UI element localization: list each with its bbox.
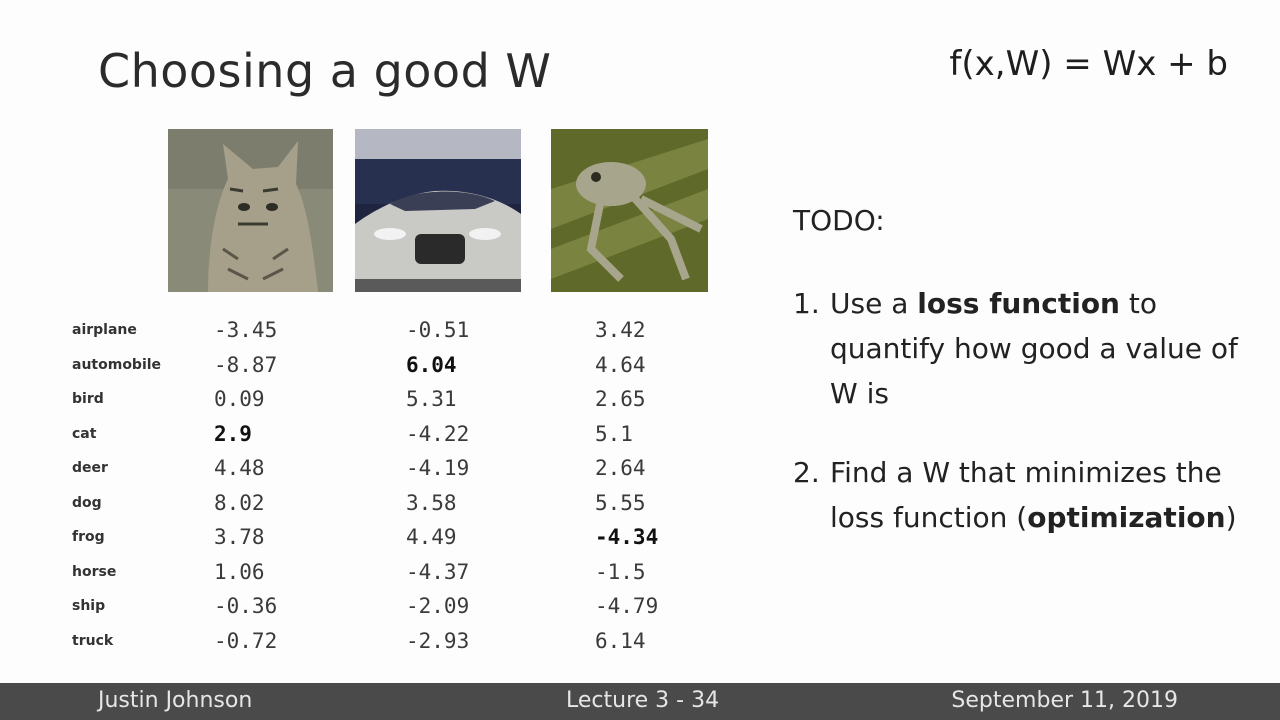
class-label: frog [72, 529, 105, 545]
score-cell: 0.09 [214, 387, 265, 411]
frog-image [551, 129, 708, 292]
score-cell: 3.42 [595, 318, 646, 342]
cat-scores-column: -3.45 -8.87 0.09 2.9 4.48 8.02 3.78 1.06… [214, 318, 277, 663]
score-cell: 6.04 [406, 352, 457, 377]
score-cell: -2.93 [406, 628, 470, 653]
score-cell: -2.09 [406, 594, 470, 618]
class-label: dog [72, 494, 102, 511]
footer-bar: Justin Johnson Lecture 3 - 34 September … [0, 683, 1280, 720]
footer-lecture: Lecture 3 - 34 [566, 688, 720, 713]
todo-text: to quantify how good a value of W is [830, 287, 1238, 410]
class-labels: airplane automobile bird cat deer dog fr… [72, 320, 161, 665]
score-cell: 4.49 [406, 525, 457, 549]
todo-text: ) [1225, 501, 1237, 534]
score-cell: -0.51 [406, 318, 470, 342]
class-label: cat [72, 425, 97, 442]
class-label: truck [72, 632, 114, 649]
score-cell: 3.78 [214, 525, 265, 549]
slide-title: Choosing a good W [98, 44, 552, 98]
footer-date: September 11, 2019 [951, 688, 1178, 713]
score-cell: 4.48 [214, 456, 265, 480]
score-cell: -4.37 [406, 559, 470, 584]
score-cell: -1.5 [595, 559, 646, 584]
cat-image [168, 129, 333, 292]
car-scores-column: -0.51 6.04 5.31 -4.22 -4.19 3.58 4.49 -4… [406, 318, 469, 663]
score-cell: 4.64 [595, 352, 646, 377]
score-cell: 5.31 [406, 387, 457, 411]
frog-scores-column: 3.42 4.64 2.65 5.1 2.64 5.55 -4.34 -1.5 … [595, 318, 658, 663]
score-cell: 3.58 [406, 490, 457, 515]
score-cell: -4.19 [406, 456, 470, 480]
class-label: automobile [72, 356, 162, 373]
score-cell: -4.34 [595, 525, 659, 549]
todo-bold-text: optimization [1027, 501, 1226, 534]
score-cell: 2.9 [214, 421, 252, 446]
todo-bold-text: loss function [917, 287, 1120, 320]
class-label: bird [72, 391, 104, 407]
score-cell: -0.36 [214, 594, 278, 618]
score-cell: 8.02 [214, 490, 265, 515]
todo-text: Find a W that minimizes the loss functio… [830, 456, 1222, 534]
score-cell: -3.45 [214, 318, 278, 342]
score-cell: -0.72 [214, 628, 278, 653]
score-cell: 1.06 [214, 559, 265, 584]
todo-item-1: 1. Use a loss function to quantify how g… [793, 281, 1250, 416]
score-cell: 5.1 [595, 421, 633, 446]
score-cell: 2.65 [595, 387, 646, 411]
score-cell: -8.87 [214, 352, 278, 377]
score-cell: 5.55 [595, 490, 646, 515]
class-label: airplane [72, 322, 137, 338]
score-cell: -4.79 [595, 594, 659, 618]
score-cell: 6.14 [595, 628, 646, 653]
todo-panel: TODO: 1. Use a loss function to quantify… [793, 198, 1250, 574]
todo-text: Use a [830, 287, 918, 320]
class-label: ship [72, 598, 106, 614]
class-label: horse [72, 563, 117, 580]
slide: Choosing a good W f(x,W) = Wx + b [72, 44, 1250, 665]
class-label: deer [72, 460, 108, 476]
footer-author: Justin Johnson [98, 688, 253, 713]
score-cell: 2.64 [595, 456, 646, 480]
formula: f(x,W) = Wx + b [949, 44, 1228, 84]
todo-heading: TODO: [793, 204, 885, 237]
todo-number: 1. [793, 287, 820, 320]
car-image [355, 129, 521, 292]
score-cell: -4.22 [406, 421, 470, 446]
todo-item-2: 2. Find a W that minimizes the loss func… [793, 450, 1250, 540]
todo-number: 2. [793, 456, 820, 489]
